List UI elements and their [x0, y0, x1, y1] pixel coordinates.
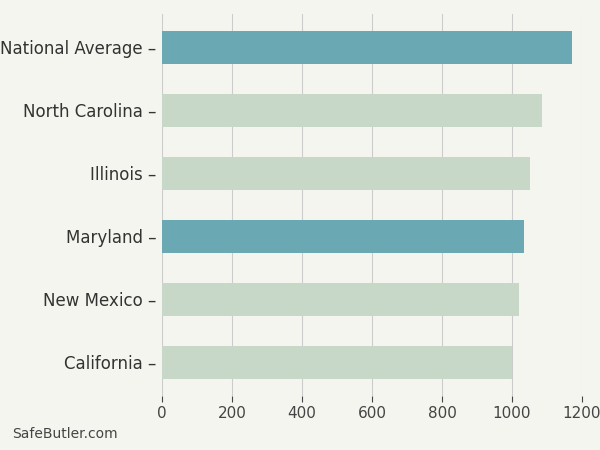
Bar — [162, 283, 519, 315]
Bar — [162, 346, 512, 378]
Bar — [162, 31, 572, 63]
Text: SafeButler.com: SafeButler.com — [12, 427, 118, 441]
Bar — [162, 220, 524, 252]
Bar — [162, 94, 542, 126]
Bar — [162, 157, 530, 189]
